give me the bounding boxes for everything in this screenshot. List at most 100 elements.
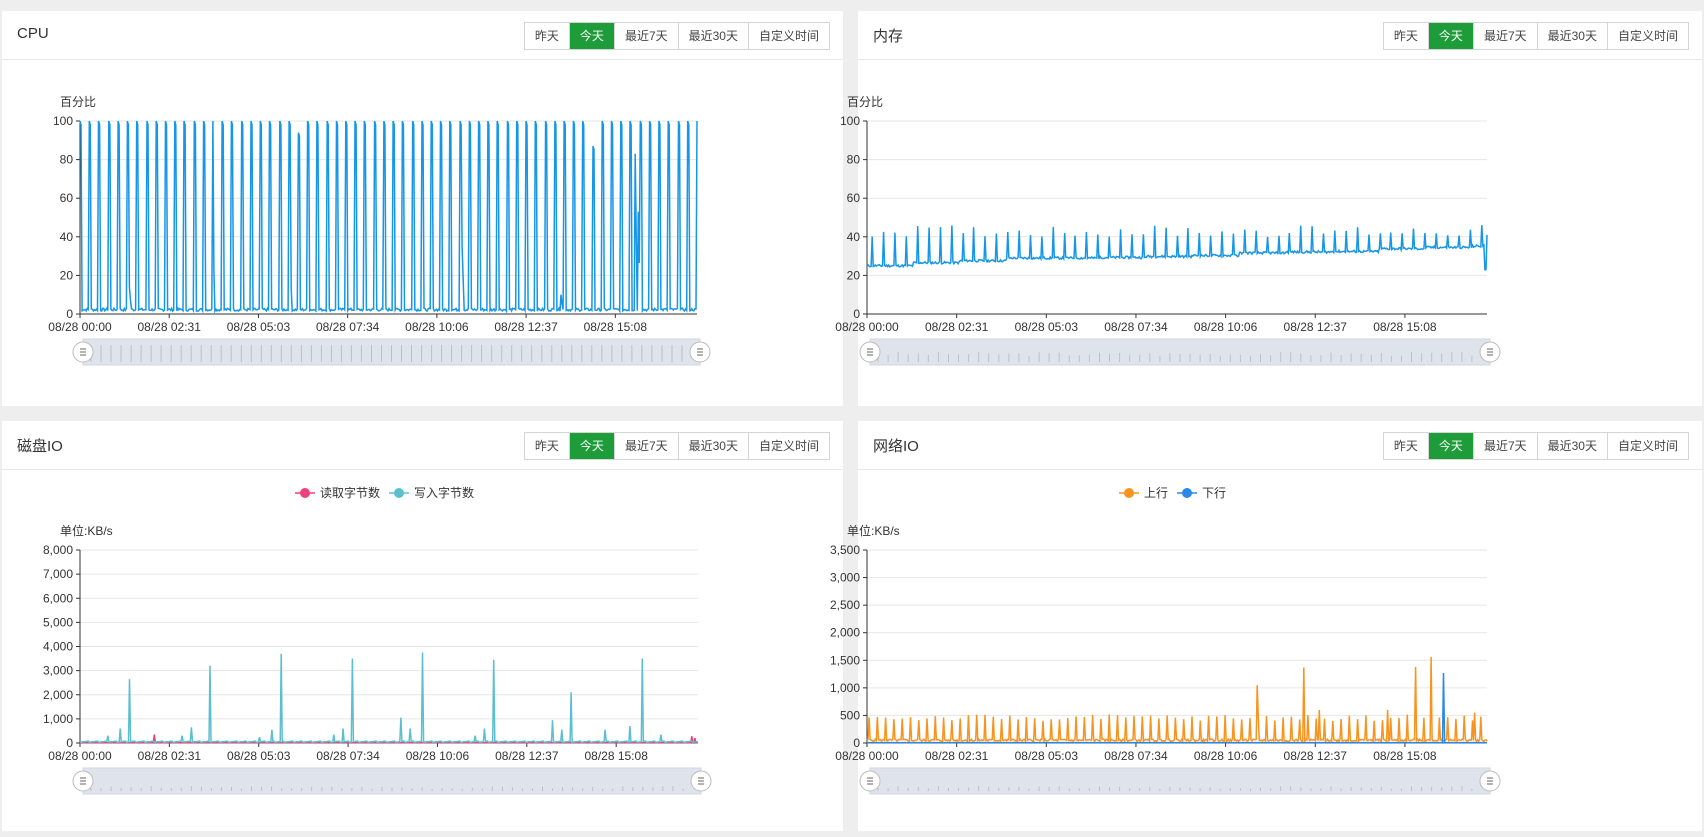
tab-last-30-days[interactable]: 最近30天: [1536, 23, 1607, 49]
plot-area: 0 500 1,000 1,500 2,000 2,500 3,000 3,500 08/28 …: [830, 543, 1488, 763]
tab-last-7-days[interactable]: 最近7天: [613, 433, 678, 459]
zoom-slider[interactable]: [859, 767, 1501, 795]
x-tick-label: 08/28 15:08: [1373, 749, 1437, 763]
plot-area: 0 20 40 60 80 100 08/28 00:00 08/28 02:31 08/28 …: [48, 114, 698, 334]
cpu-series-line: [79, 120, 698, 314]
tab-last-30-days[interactable]: 最近30天: [677, 23, 748, 49]
network-io-panel: 网络IO 昨天 今天 最近7天 最近30天 自定义时间 0 500 1,000 1,500 2,…: [830, 421, 1702, 831]
tab-last-7-days[interactable]: 最近7天: [613, 23, 678, 49]
y-axis-label: 单位:KB/s: [847, 523, 900, 538]
zoom-slider[interactable]: [72, 338, 711, 366]
zoom-slider[interactable]: [72, 767, 712, 795]
tab-today[interactable]: 今天: [1427, 23, 1473, 49]
zoom-handle-right[interactable]: [1479, 341, 1501, 363]
cpu-panel: CPU 昨天 今天 最近7天 最近30天 自定义时间 0 20 40 60 80 100 08/28…: [2, 11, 843, 406]
tab-today[interactable]: 今天: [568, 23, 614, 49]
y-tick-label: 3,000: [830, 571, 860, 585]
legend-label[interactable]: 上行: [1144, 486, 1168, 500]
x-tick-label: 08/28 07:34: [1104, 320, 1168, 334]
x-tick-label: 08/28 05:03: [227, 749, 291, 763]
y-axis-label: 单位:KB/s: [60, 523, 113, 538]
y-tick-label: 3,500: [830, 543, 860, 557]
x-tick-label: 08/28 07:34: [316, 749, 380, 763]
x-tick-label: 08/28 07:34: [316, 320, 380, 334]
time-range-tabs: 昨天 今天 最近7天 最近30天 自定义时间: [523, 22, 830, 50]
legend-marker: [1182, 488, 1192, 498]
memory-panel: 内存 昨天 今天 最近7天 最近30天 自定义时间 0 20 40 60 80 100 08/28 …: [835, 11, 1702, 406]
tab-last-7-days[interactable]: 最近7天: [1472, 23, 1537, 49]
tab-today[interactable]: 今天: [1427, 433, 1473, 459]
x-tick-label: 08/28 05:03: [1015, 320, 1079, 334]
y-axis-label: 百分比: [847, 95, 883, 109]
tab-yesterday[interactable]: 昨天: [524, 23, 569, 49]
y-tick-label: 60: [60, 191, 74, 205]
zoom-handle-right[interactable]: [1479, 770, 1501, 792]
panel-title: 内存: [873, 28, 904, 45]
zoom-handle-left[interactable]: [72, 770, 94, 792]
y-tick-label: 0: [66, 307, 73, 321]
legend-label[interactable]: 读取字节数: [320, 485, 380, 500]
tab-last-7-days[interactable]: 最近7天: [1472, 433, 1537, 459]
zoom-handle-right[interactable]: [689, 341, 711, 363]
panel-title: 磁盘IO: [17, 438, 63, 455]
tab-yesterday[interactable]: 昨天: [1383, 433, 1428, 459]
panel-header: CPU 昨天 今天 最近7天 最近30天 自定义时间: [2, 11, 843, 60]
legend-marker: [1124, 488, 1134, 498]
x-tick-label: 08/28 02:31: [925, 320, 989, 334]
y-tick-label: 40: [60, 230, 74, 244]
y-tick-label: 8,000: [43, 543, 73, 557]
time-range-tabs: 昨天 今天 最近7天 最近30天 自定义时间: [1382, 432, 1689, 460]
tab-custom-time[interactable]: 自定义时间: [1606, 433, 1688, 459]
panel-title: CPU: [17, 25, 49, 42]
downstream-series-line: [867, 672, 1487, 744]
zoom-handle-left[interactable]: [72, 341, 94, 363]
x-tick-label: 08/28 00:00: [48, 749, 112, 763]
x-tick-label: 08/28 10:06: [1194, 320, 1258, 334]
zoom-slider[interactable]: [859, 338, 1501, 366]
x-tick-label: 08/28 00:00: [835, 320, 899, 334]
tab-custom-time[interactable]: 自定义时间: [747, 433, 829, 459]
x-tick-label: 08/28 15:08: [1373, 320, 1437, 334]
plot-area: 0 20 40 60 80 100 08/28 00:00 08/28 02:31 08/28 …: [835, 114, 1488, 334]
memory-chart: 0 20 40 60 80 100 08/28 00:00 08/28 02:31 08/28 …: [835, 95, 1501, 366]
x-tick-label: 08/28 02:31: [138, 320, 202, 334]
y-tick-label: 40: [847, 230, 861, 244]
x-tick-label: 08/28 05:03: [1015, 749, 1079, 763]
y-tick-label: 20: [60, 268, 74, 282]
y-tick-label: 5,000: [43, 615, 73, 629]
x-tick-label: 08/28 05:03: [227, 320, 291, 334]
zoom-handle-left[interactable]: [859, 770, 881, 792]
plot-area: 0 1,000 2,000 3,000 4,000 5,000 6,000 7,000 8,00…: [43, 543, 699, 763]
zoom-slider-preview: [877, 786, 1473, 791]
legend-label[interactable]: 下行: [1202, 486, 1226, 500]
y-tick-label: 2,500: [830, 598, 860, 612]
zoom-slider-preview: [90, 786, 684, 791]
legend-marker: [394, 488, 404, 498]
x-tick-label: 08/28 07:34: [1104, 749, 1168, 763]
legend-label[interactable]: 写入字节数: [414, 485, 474, 500]
tab-custom-time[interactable]: 自定义时间: [1606, 23, 1688, 49]
tab-custom-time[interactable]: 自定义时间: [747, 23, 829, 49]
disk-io-panel: 磁盘IO 昨天 今天 最近7天 最近30天 自定义时间 0 1,000 2,000 3,000…: [2, 421, 843, 831]
tab-last-30-days[interactable]: 最近30天: [677, 433, 748, 459]
y-tick-label: 20: [847, 268, 861, 282]
x-tick-label: 08/28 10:06: [405, 320, 469, 334]
y-tick-label: 80: [60, 153, 74, 167]
tab-last-30-days[interactable]: 最近30天: [1536, 433, 1607, 459]
legend-marker: [300, 488, 310, 498]
panel-header: 磁盘IO 昨天 今天 最近7天 最近30天 自定义时间: [2, 421, 843, 470]
tab-yesterday[interactable]: 昨天: [1383, 23, 1428, 49]
panel-header: 内存 昨天 今天 最近7天 最近30天 自定义时间: [858, 11, 1702, 60]
zoom-handle-left[interactable]: [859, 341, 881, 363]
y-tick-label: 7,000: [43, 567, 73, 581]
x-tick-label: 08/28 12:37: [1284, 749, 1348, 763]
tab-yesterday[interactable]: 昨天: [524, 433, 569, 459]
y-tick-label: 0: [853, 736, 860, 750]
x-tick-label: 08/28 02:31: [138, 749, 202, 763]
chart-legend: 读取字节数 写入字节数: [295, 485, 474, 500]
x-tick-label: 08/28 00:00: [835, 749, 899, 763]
y-tick-label: 1,500: [830, 653, 860, 667]
tab-today[interactable]: 今天: [568, 433, 614, 459]
zoom-handle-right[interactable]: [690, 770, 712, 792]
x-tick-label: 08/28 15:08: [584, 320, 648, 334]
